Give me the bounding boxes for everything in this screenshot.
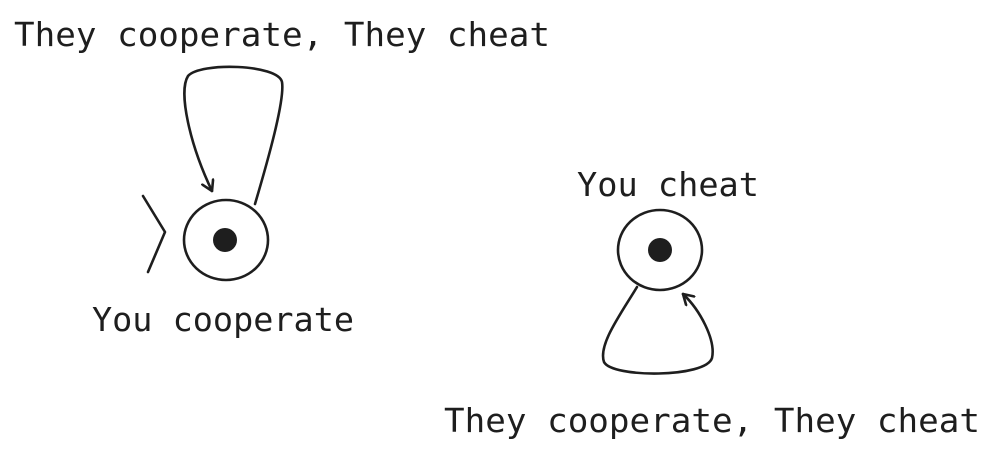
state-you-cheat: You cheat They cooperate, They cheat (444, 165, 980, 440)
self-loop-label-cooperate: They cooperate, They cheat (14, 15, 550, 54)
state-circle-cheat (616, 208, 704, 292)
state-label-cheat: You cheat (577, 165, 759, 204)
state-dot-cheat (648, 238, 672, 262)
state-you-cooperate: They cooperate, They cheat You cooperate (14, 15, 550, 339)
self-loop-arrow-cooperate (183, 65, 284, 206)
state-label-cooperate: You cooperate (92, 300, 354, 339)
self-loop-arrow-cheat (601, 285, 714, 375)
state-circle-cooperate (182, 198, 270, 282)
self-loop-label-cheat: They cooperate, They cheat (444, 401, 980, 440)
state-dot-cooperate (213, 228, 237, 252)
start-marker-icon (141, 194, 167, 274)
